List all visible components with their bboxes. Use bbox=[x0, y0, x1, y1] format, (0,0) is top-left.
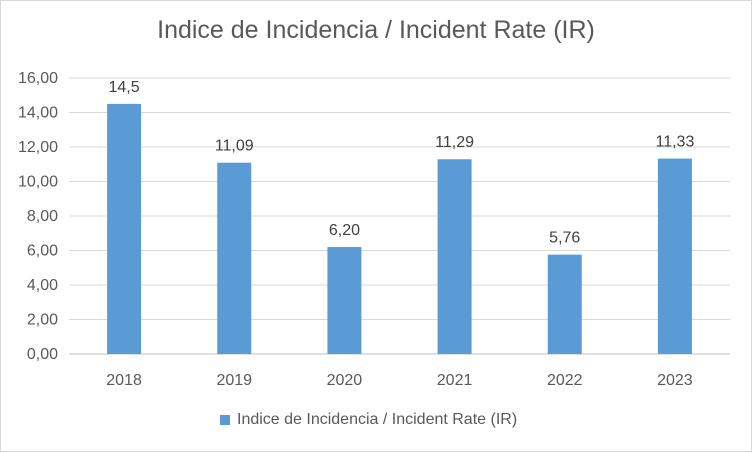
y-tick-label: 16,00 bbox=[18, 70, 58, 87]
x-tick-label: 2021 bbox=[437, 372, 473, 389]
legend: Indice de Incidencia / Incident Rate (IR… bbox=[220, 410, 517, 430]
x-tick-label: 2020 bbox=[327, 372, 363, 389]
x-tick-label: 2023 bbox=[657, 372, 693, 389]
data-label: 5,76 bbox=[549, 230, 580, 247]
legend-label: Indice de Incidencia / Incident Rate (IR… bbox=[237, 411, 518, 428]
legend-swatch bbox=[220, 415, 230, 425]
bar bbox=[547, 254, 582, 354]
y-tick-label: 8,00 bbox=[27, 208, 58, 225]
data-label: 11,29 bbox=[435, 134, 474, 151]
y-tick-label: 10,00 bbox=[18, 174, 58, 191]
data-label: 14,5 bbox=[109, 79, 140, 96]
bar bbox=[107, 103, 142, 354]
y-tick-label: 4,00 bbox=[27, 277, 58, 294]
x-tick-label: 2022 bbox=[547, 372, 583, 389]
y-tick-label: 14,00 bbox=[18, 105, 58, 122]
y-tick-label: 12,00 bbox=[18, 139, 58, 156]
data-label: 11,09 bbox=[215, 138, 254, 155]
x-tick-label: 2018 bbox=[106, 372, 142, 389]
data-label: 11,33 bbox=[655, 134, 694, 151]
y-tick-label: 0,00 bbox=[27, 346, 58, 363]
chart-title: Indice de Incidencia / Incident Rate (IR… bbox=[157, 16, 595, 44]
data-label: 6,20 bbox=[329, 222, 360, 239]
y-tick-label: 6,00 bbox=[27, 243, 58, 260]
bar bbox=[437, 159, 472, 354]
y-tick-label: 2,00 bbox=[27, 312, 58, 329]
bar bbox=[217, 162, 252, 354]
bar bbox=[327, 247, 362, 354]
x-tick-label: 2019 bbox=[216, 372, 252, 389]
bar bbox=[657, 158, 692, 354]
